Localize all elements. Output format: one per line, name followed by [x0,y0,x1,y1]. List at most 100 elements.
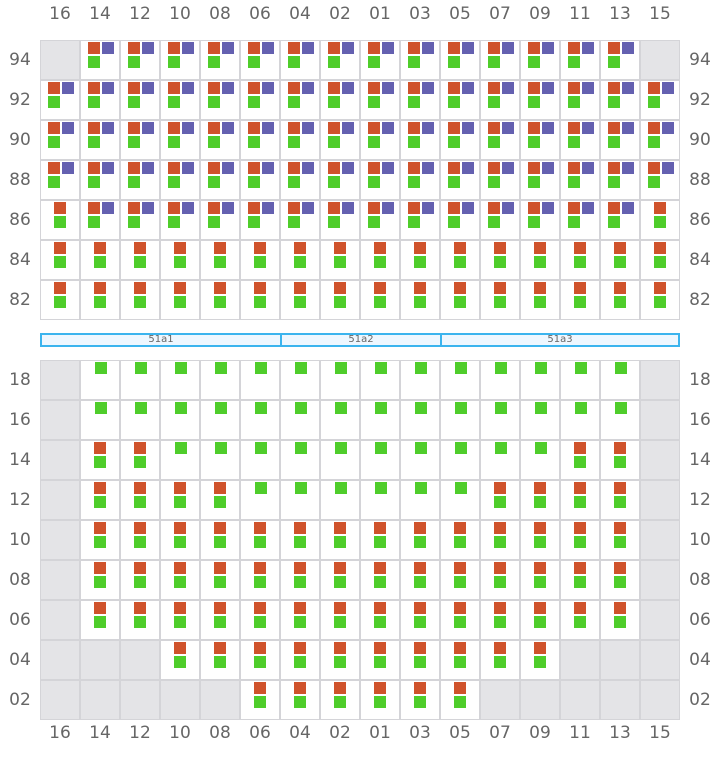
seat-cell[interactable] [80,400,120,440]
seat-cell[interactable] [640,120,680,160]
seat-cell[interactable] [240,200,280,240]
seat-cell[interactable] [560,440,600,480]
seat-cell[interactable] [80,240,120,280]
seat-cell[interactable] [600,40,640,80]
seat-cell[interactable] [560,200,600,240]
seat-cell[interactable] [40,120,80,160]
seat-cell[interactable] [120,80,160,120]
seat-cell[interactable] [80,160,120,200]
seat-cell[interactable] [240,640,280,680]
seat-cell[interactable] [480,560,520,600]
seat-cell[interactable] [80,40,120,80]
seat-cell[interactable] [240,280,280,320]
seat-cell[interactable] [240,240,280,280]
seat-cell[interactable] [560,160,600,200]
seat-cell[interactable] [120,360,160,400]
seat-cell[interactable] [440,520,480,560]
seat-cell[interactable] [360,640,400,680]
seat-cell[interactable] [440,120,480,160]
seat-cell[interactable] [120,120,160,160]
seat-cell[interactable] [240,600,280,640]
seat-cell[interactable] [160,440,200,480]
seat-cell[interactable] [80,480,120,520]
seat-cell[interactable] [600,280,640,320]
seat-cell[interactable] [600,200,640,240]
seat-cell[interactable] [240,120,280,160]
seat-cell[interactable] [200,160,240,200]
seat-cell[interactable] [520,80,560,120]
seat-cell[interactable] [320,240,360,280]
seat-cell[interactable] [400,360,440,400]
seat-cell[interactable] [480,40,520,80]
seat-cell[interactable] [200,640,240,680]
seat-cell[interactable] [440,40,480,80]
seat-cell[interactable] [440,560,480,600]
seat-cell[interactable] [200,200,240,240]
seat-cell[interactable] [280,440,320,480]
seat-cell[interactable] [520,160,560,200]
seat-cell[interactable] [600,600,640,640]
seat-cell[interactable] [80,280,120,320]
seat-cell[interactable] [520,600,560,640]
seat-cell[interactable] [480,640,520,680]
seat-cell[interactable] [360,520,400,560]
seat-cell[interactable] [240,520,280,560]
seat-cell[interactable] [280,400,320,440]
seat-cell[interactable] [360,80,400,120]
seat-cell[interactable] [240,560,280,600]
seat-cell[interactable] [440,80,480,120]
seat-cell[interactable] [200,520,240,560]
seat-cell[interactable] [560,600,600,640]
seat-cell[interactable] [280,280,320,320]
seat-cell[interactable] [360,40,400,80]
seat-cell[interactable] [360,280,400,320]
seat-cell[interactable] [440,200,480,240]
seat-cell[interactable] [440,680,480,720]
seat-cell[interactable] [560,40,600,80]
seat-cell[interactable] [480,280,520,320]
seat-cell[interactable] [320,400,360,440]
seat-cell[interactable] [40,240,80,280]
seat-cell[interactable] [520,240,560,280]
seat-cell[interactable] [320,520,360,560]
seat-cell[interactable] [80,200,120,240]
seat-cell[interactable] [120,280,160,320]
seat-cell[interactable] [560,80,600,120]
seat-cell[interactable] [80,120,120,160]
seat-cell[interactable] [280,600,320,640]
seat-cell[interactable] [400,280,440,320]
seat-cell[interactable] [400,520,440,560]
seat-cell[interactable] [200,560,240,600]
seat-cell[interactable] [480,80,520,120]
seat-cell[interactable] [200,80,240,120]
seat-cell[interactable] [240,440,280,480]
seat-cell[interactable] [400,120,440,160]
seat-cell[interactable] [600,240,640,280]
seat-cell[interactable] [280,80,320,120]
seat-cell[interactable] [400,400,440,440]
seat-cell[interactable] [160,520,200,560]
seat-cell[interactable] [560,360,600,400]
seat-cell[interactable] [160,120,200,160]
seat-cell[interactable] [520,480,560,520]
seat-cell[interactable] [360,600,400,640]
seat-cell[interactable] [320,200,360,240]
seat-cell[interactable] [200,480,240,520]
seat-cell[interactable] [240,400,280,440]
seat-cell[interactable] [400,640,440,680]
seat-cell[interactable] [80,560,120,600]
seat-cell[interactable] [320,160,360,200]
seat-cell[interactable] [200,400,240,440]
seat-cell[interactable] [320,640,360,680]
seat-cell[interactable] [240,80,280,120]
seat-cell[interactable] [160,80,200,120]
seat-cell[interactable] [560,480,600,520]
seat-cell[interactable] [160,600,200,640]
seat-cell[interactable] [480,200,520,240]
seat-cell[interactable] [200,40,240,80]
seat-cell[interactable] [400,440,440,480]
seat-cell[interactable] [120,440,160,480]
seat-cell[interactable] [520,400,560,440]
seat-cell[interactable] [520,520,560,560]
seat-cell[interactable] [600,80,640,120]
